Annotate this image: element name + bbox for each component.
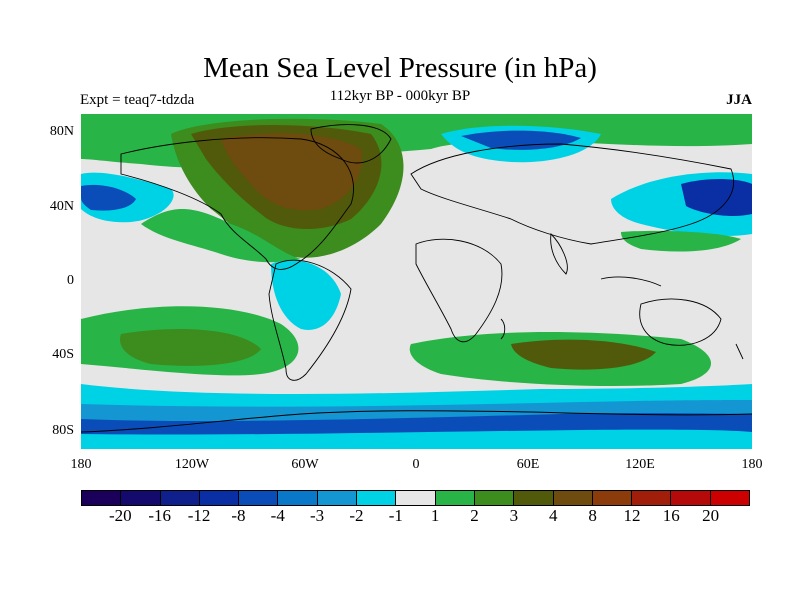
colorbar <box>81 490 750 506</box>
lat-label: 0 <box>67 273 74 288</box>
colorbar-swatch <box>435 491 475 505</box>
colorbar-swatch <box>710 491 750 505</box>
map-title: Mean Sea Level Pressure (in hPa) <box>203 52 597 84</box>
south-pacific-positive-core <box>120 329 262 366</box>
lon-label: 120W <box>174 457 210 472</box>
map-svg <box>81 114 752 449</box>
colorbar-swatch <box>671 491 711 505</box>
colorbar-swatch <box>474 491 515 505</box>
north-pacific-negative-core <box>81 184 136 211</box>
colorbar-swatch <box>239 491 279 505</box>
colorbar-label: 16 <box>662 506 680 525</box>
colorbar-swatch <box>357 491 397 505</box>
colorbar-swatch <box>632 491 672 505</box>
lat-label: 40S <box>52 347 74 362</box>
colorbar-swatch <box>396 491 436 505</box>
colorbar-swatch <box>553 491 593 505</box>
colorbar-label: 12 <box>623 506 641 525</box>
lat-label: 80N <box>49 124 74 139</box>
colorbar-label: -16 <box>148 506 172 525</box>
colorbar-label: 4 <box>548 506 558 525</box>
colorbar-label: -20 <box>109 506 132 525</box>
lat-label: 40N <box>49 199 74 214</box>
colorbar-label: 8 <box>588 506 597 525</box>
colorbar-label: 3 <box>509 506 519 525</box>
season-label: JJA <box>726 92 752 108</box>
eastern-pacific-green <box>141 209 301 263</box>
colorbar-swatch <box>317 491 358 505</box>
lat-label: 80S <box>52 423 74 438</box>
lon-label: 0 <box>412 457 420 472</box>
antarctic-light <box>81 429 752 449</box>
antarctic-coastline <box>81 410 752 433</box>
colorbar-swatch <box>278 491 318 505</box>
experiment-label: Expt = teaq7-tdzda <box>80 92 195 108</box>
colorbar-swatch <box>199 491 240 505</box>
asia-positive <box>621 230 741 252</box>
period-label: 112kyr BP - 000kyr BP <box>329 88 471 104</box>
west-pacific-negative-core <box>681 179 752 217</box>
pressure-map <box>81 114 752 449</box>
colorbar-label: 1 <box>430 506 440 525</box>
colorbar-swatch <box>160 491 200 505</box>
colorbar-label: 20 <box>702 506 720 525</box>
colorbar-label: -12 <box>187 506 211 525</box>
colorbar-label: -4 <box>270 506 285 525</box>
lon-label: 180 <box>70 457 92 472</box>
lon-label: 60E <box>516 457 540 472</box>
colorbar-swatch <box>82 491 122 505</box>
colorbar-label: -3 <box>310 506 325 525</box>
colorbar-label: 2 <box>470 506 479 525</box>
indian-ocean-positive-core <box>511 339 656 370</box>
lon-label: 60W <box>291 457 319 472</box>
colorbar-label: -1 <box>388 506 403 525</box>
lon-label: 180 <box>741 457 763 472</box>
south-america-negative <box>271 260 341 330</box>
colorbar-label: -8 <box>231 506 246 525</box>
colorbar-swatch <box>514 491 554 505</box>
siberia-negative-core <box>461 130 581 150</box>
coastlines <box>120 124 744 381</box>
colorbar-label: -2 <box>349 506 364 525</box>
lon-label: 120E <box>625 457 655 472</box>
colorbar-swatch <box>121 491 161 505</box>
colorbar-swatch <box>592 491 633 505</box>
